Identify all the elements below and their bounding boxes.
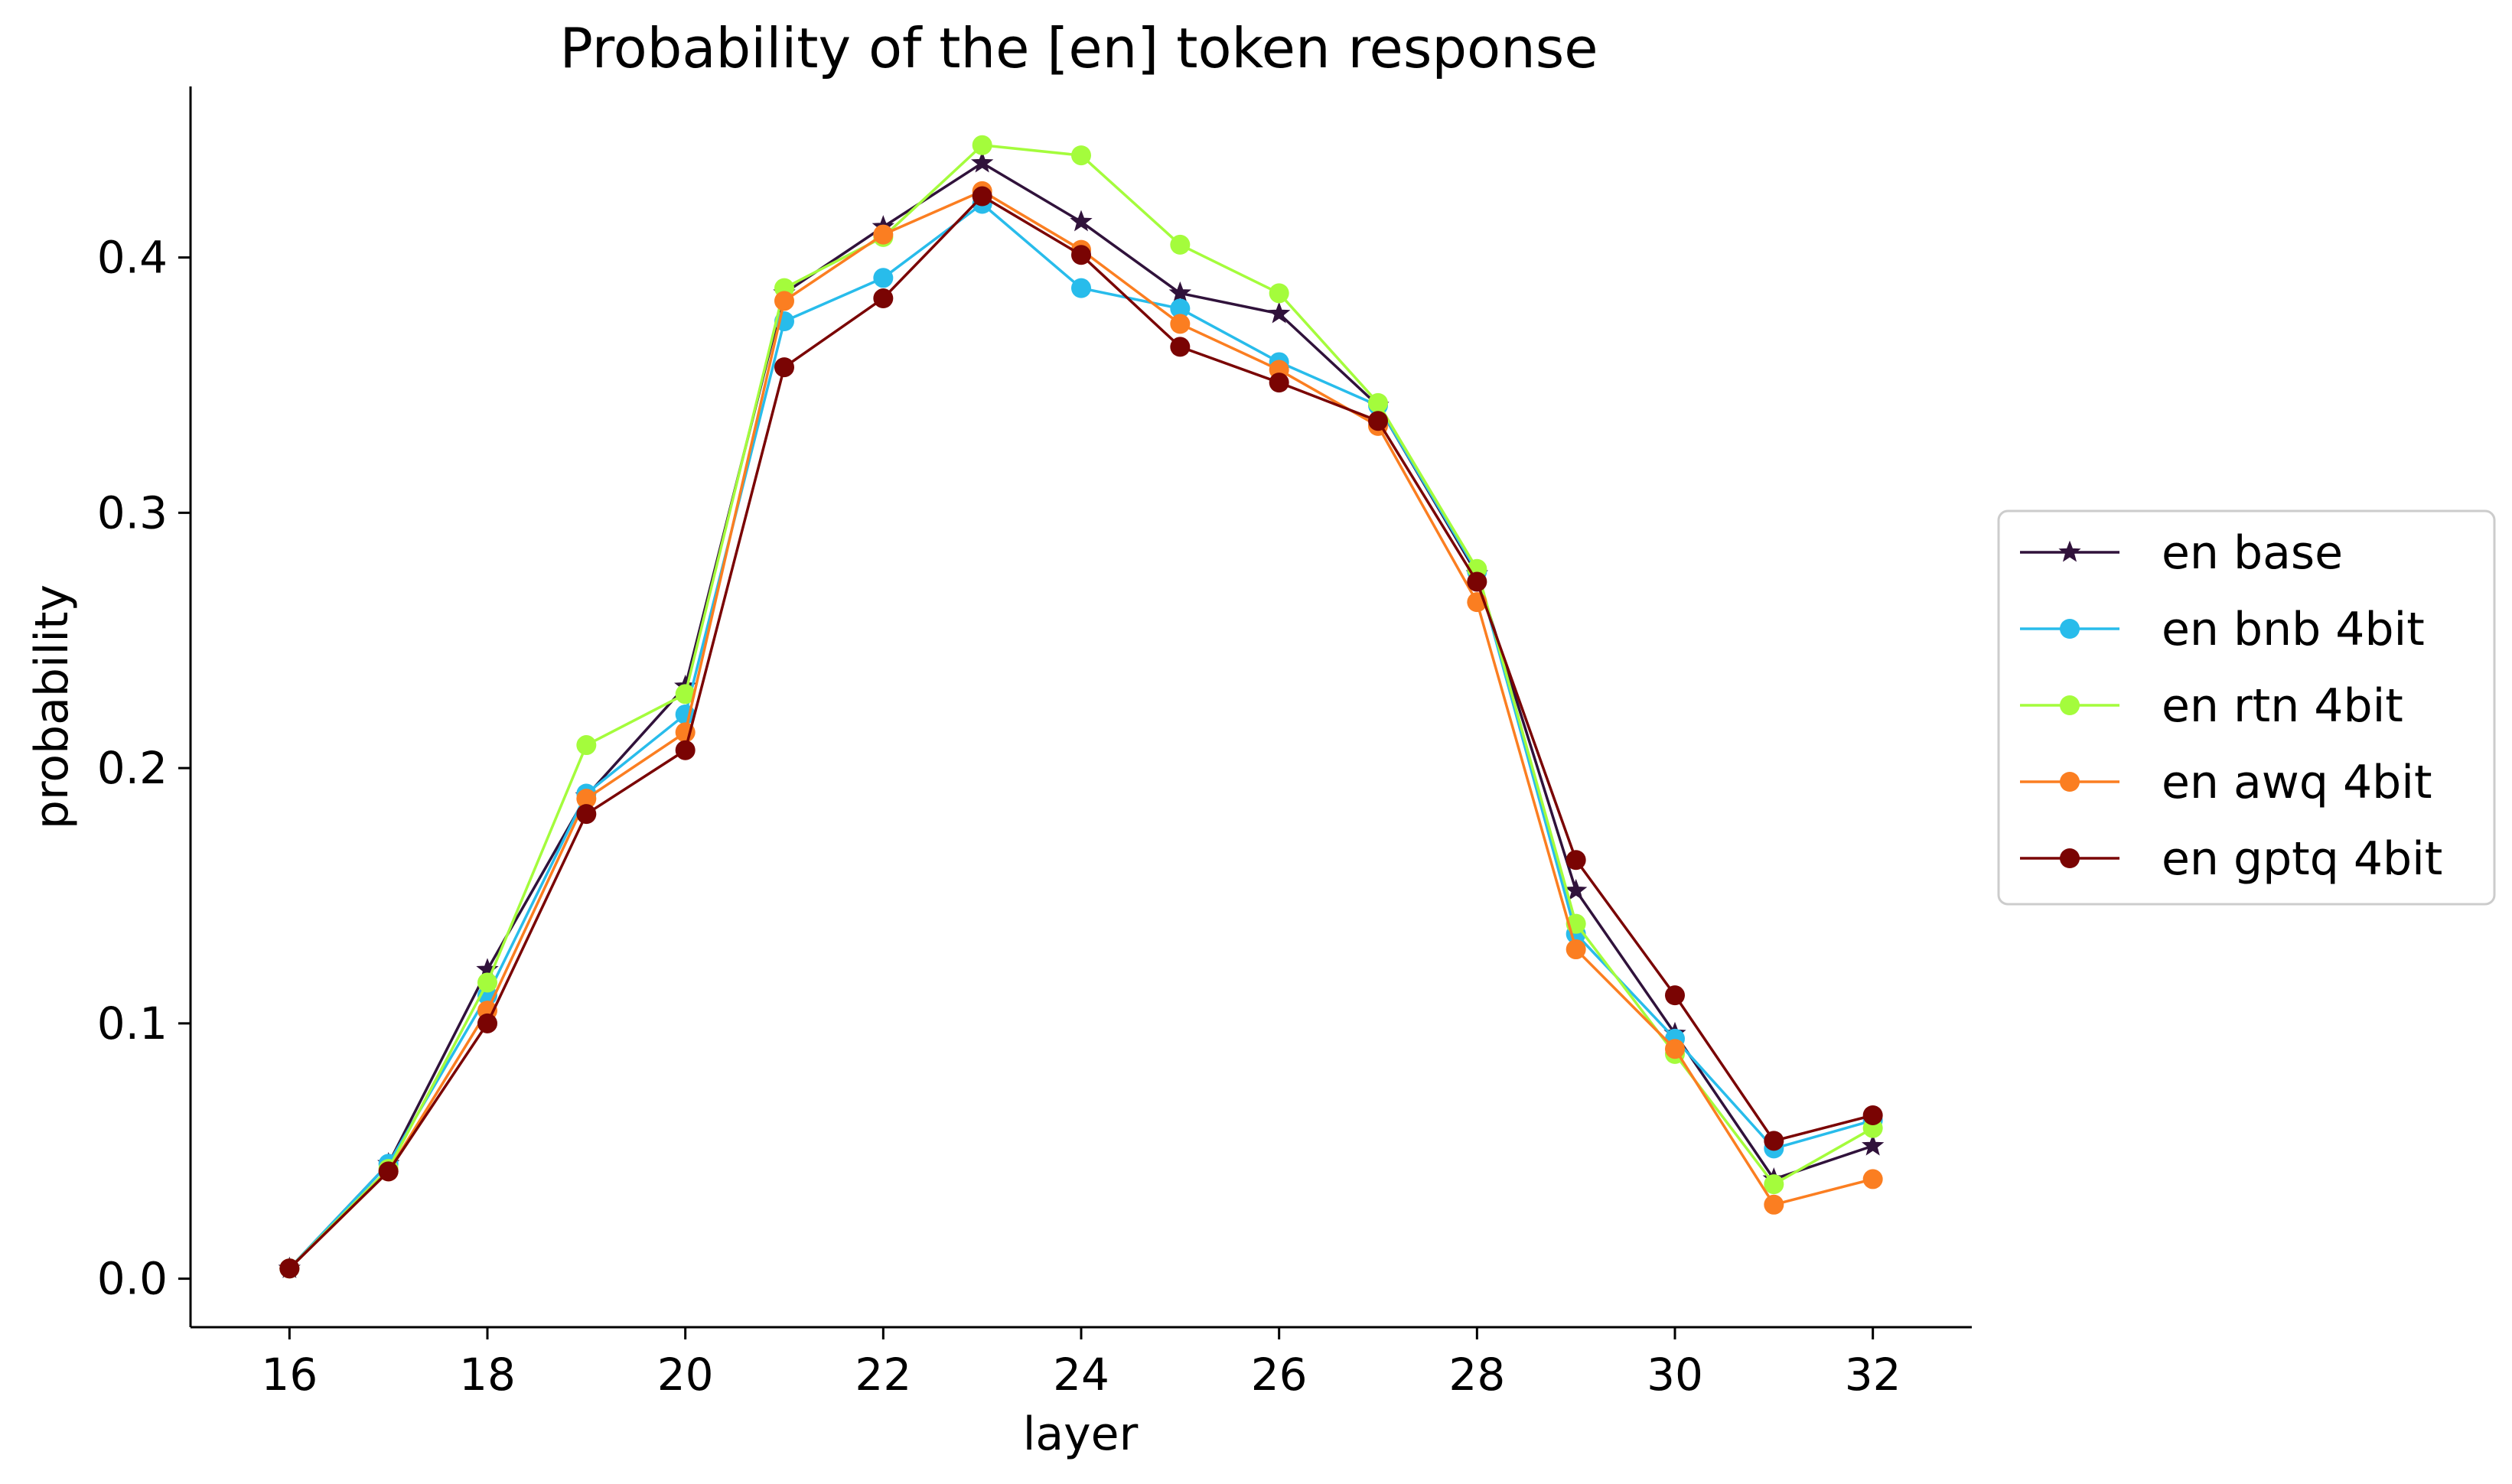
x-tick-label: 18 (459, 1349, 516, 1401)
data-point-en-gptq-4bit (576, 804, 597, 825)
legend-item-en-base: en base (2020, 526, 2343, 580)
data-point-en-gptq-4bit (1862, 1105, 1883, 1125)
series-line-en-bnb-4bit (288, 202, 1874, 1270)
legend: en base en bnb 4bit en rtn 4bit en awq 4bit… (1997, 509, 2496, 906)
legend-label: en rtn 4bit (2162, 679, 2403, 733)
data-point-en-base (1862, 1134, 1885, 1156)
legend-item-en-awq-4bit: en awq 4bit (2020, 756, 2432, 809)
series-en-gptq-4bit (279, 186, 1883, 1279)
legend-label: en awq 4bit (2162, 756, 2432, 809)
data-point-en-base (1070, 210, 1093, 232)
y-tick-label: 0.2 (97, 742, 168, 794)
y-tick-label: 0.0 (97, 1253, 168, 1305)
series-en-rtn-4bit (279, 135, 1883, 1279)
axes (189, 86, 1972, 1329)
data-point-en-gptq-4bit (1566, 850, 1586, 871)
legend-items: en base en bnb 4bit en rtn 4bit en awq 4bit… (2020, 526, 2442, 886)
data-point-en-gptq-4bit (1368, 411, 1388, 431)
data-point-en-rtn-4bit (1368, 392, 1388, 413)
legend-marker (2060, 848, 2080, 868)
data-point-en-rtn-4bit (1764, 1174, 1784, 1195)
data-point-en-awq-4bit (1764, 1194, 1784, 1215)
series-en-base (278, 151, 1885, 1278)
legend-item-en-rtn-4bit: en rtn 4bit (2020, 679, 2403, 733)
x-ticks: 16 18 20 22 24 26 28 30 32 (261, 1327, 1901, 1401)
series-line-en-gptq-4bit (288, 194, 1874, 1270)
series-line-en-awq-4bit (288, 190, 1874, 1270)
data-point-en-gptq-4bit (1071, 245, 1091, 265)
y-tick-label: 0.1 (97, 997, 168, 1050)
data-point-en-awq-4bit (774, 291, 794, 311)
data-point-en-bnb-4bit (873, 268, 894, 288)
x-axis-label: layer (1023, 1408, 1139, 1461)
data-point-en-gptq-4bit (477, 1013, 497, 1033)
data-point-en-awq-4bit (1566, 939, 1586, 960)
legend-marker (2060, 695, 2080, 715)
x-tick-label: 16 (261, 1349, 318, 1401)
legend-marker (2060, 772, 2080, 792)
series-en-bnb-4bit (279, 194, 1883, 1279)
data-point-en-gptq-4bit (1467, 571, 1487, 592)
data-point-en-gptq-4bit (675, 740, 696, 760)
legend-label: en gptq 4bit (2162, 832, 2442, 886)
x-tick-label: 20 (657, 1349, 714, 1401)
x-tick-label: 30 (1647, 1349, 1703, 1401)
x-tick-label: 24 (1053, 1349, 1109, 1401)
legend-marker (2058, 540, 2081, 562)
data-point-en-gptq-4bit (972, 186, 992, 207)
data-point-en-base (1268, 301, 1291, 324)
x-tick-label: 32 (1845, 1349, 1901, 1401)
legend-marker (2060, 619, 2080, 639)
y-tick-label: 0.4 (97, 232, 168, 284)
data-point-en-gptq-4bit (873, 288, 894, 309)
legend-label: en base (2162, 526, 2343, 580)
series-line-en-rtn-4bit (288, 144, 1874, 1270)
y-ticks: 0.0 0.1 0.2 0.3 0.4 (97, 232, 191, 1305)
y-axis-label: probability (25, 584, 79, 829)
x-tick-label: 28 (1448, 1349, 1505, 1401)
data-point-en-rtn-4bit (972, 135, 992, 155)
data-point-en-rtn-4bit (477, 972, 497, 993)
data-point-en-awq-4bit (1862, 1169, 1883, 1189)
data-point-en-rtn-4bit (1071, 145, 1091, 166)
x-tick-label: 26 (1251, 1349, 1308, 1401)
data-point-en-gptq-4bit (1269, 373, 1289, 393)
series-en-awq-4bit (279, 181, 1883, 1279)
data-point-en-gptq-4bit (279, 1258, 300, 1279)
chart-title: Probability of the [en] token response (559, 16, 1598, 80)
data-point-en-awq-4bit (1170, 314, 1191, 334)
data-point-en-gptq-4bit (1764, 1131, 1784, 1151)
y-tick-label: 0.3 (97, 487, 168, 539)
data-point-en-gptq-4bit (1665, 985, 1685, 1006)
x-tick-label: 22 (855, 1349, 911, 1401)
legend-item-en-gptq-4bit: en gptq 4bit (2020, 832, 2442, 886)
series-layer (278, 135, 1885, 1279)
series-line-en-base (288, 161, 1874, 1270)
data-point-en-base (971, 151, 994, 173)
data-point-en-base (1565, 878, 1588, 900)
data-point-en-gptq-4bit (378, 1161, 399, 1182)
data-point-en-awq-4bit (873, 224, 894, 245)
data-point-en-rtn-4bit (1170, 234, 1191, 255)
legend-label: en bnb 4bit (2162, 603, 2425, 656)
data-point-en-rtn-4bit (1269, 283, 1289, 304)
data-point-en-bnb-4bit (1170, 298, 1191, 319)
legend-frame (1997, 509, 2496, 906)
data-point-en-rtn-4bit (576, 735, 597, 756)
data-point-en-bnb-4bit (1071, 278, 1091, 298)
data-point-en-gptq-4bit (1170, 337, 1191, 357)
legend-item-en-bnb-4bit: en bnb 4bit (2020, 603, 2425, 656)
data-point-en-base (1168, 281, 1191, 303)
data-point-en-rtn-4bit (675, 684, 696, 705)
data-point-en-awq-4bit (576, 789, 597, 809)
data-point-en-awq-4bit (1665, 1039, 1685, 1059)
data-point-en-gptq-4bit (774, 357, 794, 378)
